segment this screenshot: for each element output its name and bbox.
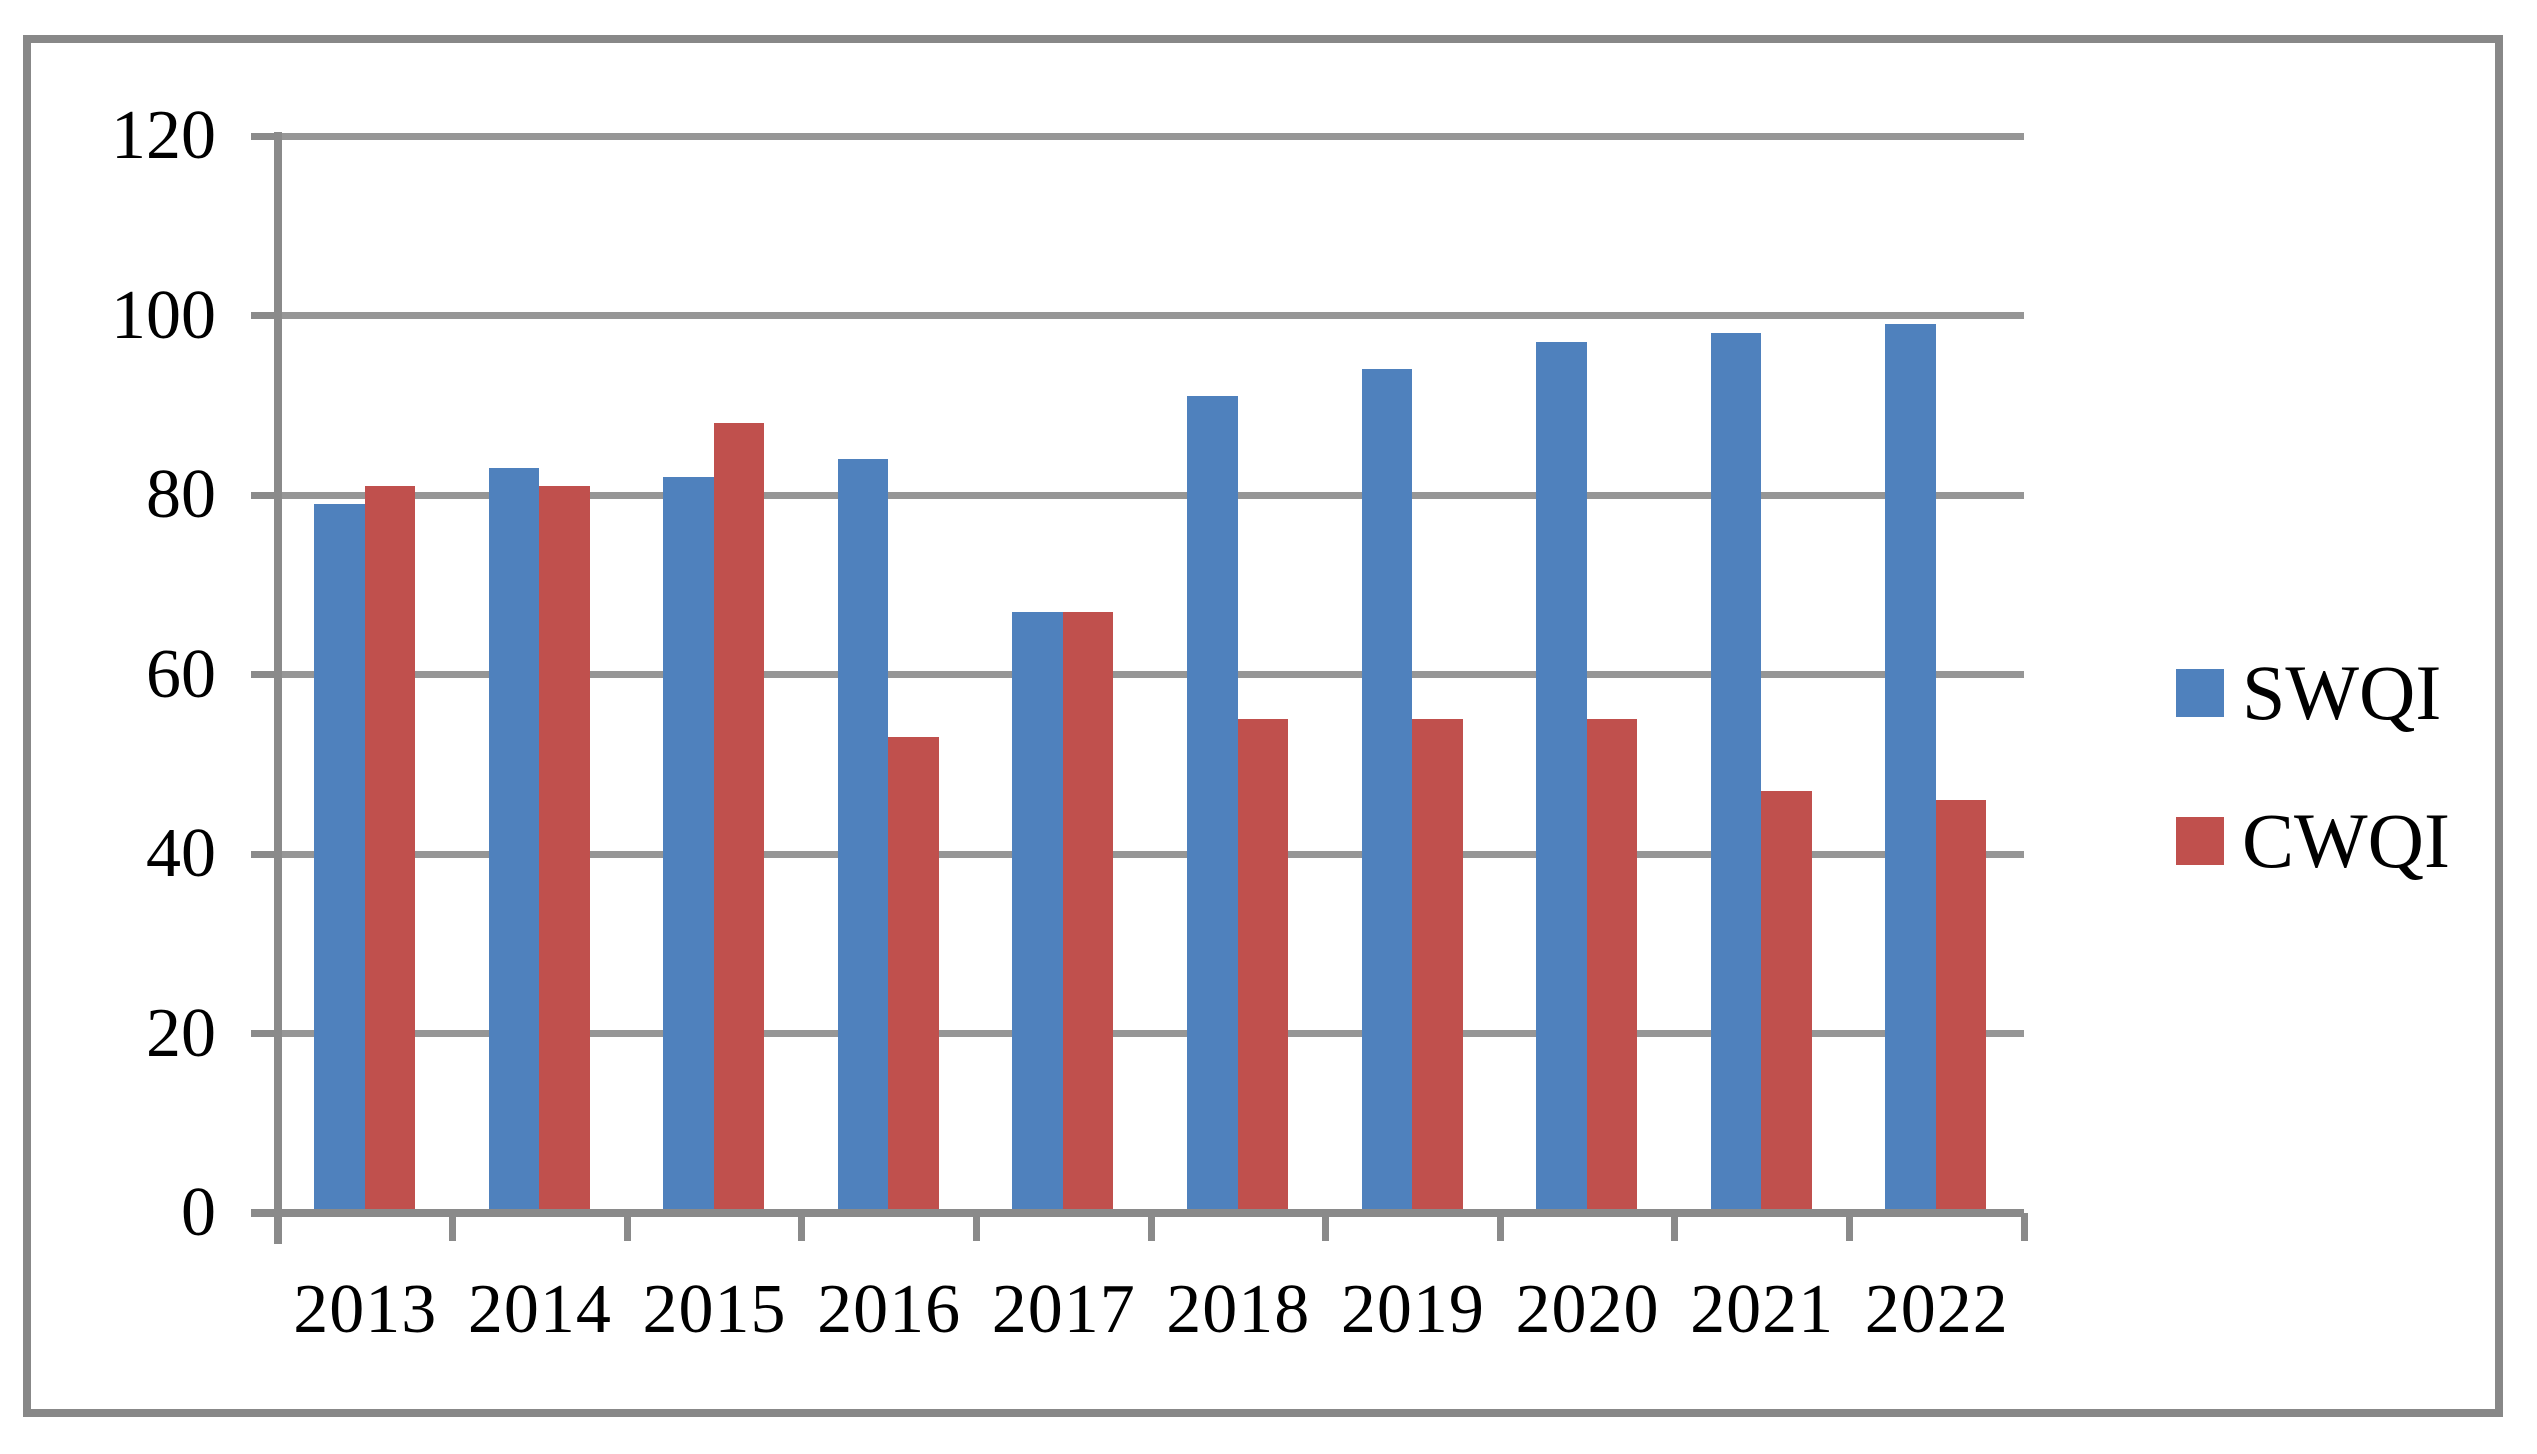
x-tick-0 [274, 1213, 282, 1241]
x-tick-label-2022: 2022 [1864, 1271, 2009, 1348]
y-tick-label-60: 60 [146, 635, 216, 713]
legend: SWQI CWQI [2176, 643, 2450, 939]
x-tick-1 [449, 1213, 457, 1241]
y-tick-0 [251, 1209, 279, 1217]
bar-swqi-2014 [488, 468, 540, 1213]
legend-item-swqi: SWQI [2176, 643, 2450, 743]
x-tick-label-2015: 2015 [642, 1271, 787, 1348]
x-tick-6 [1322, 1213, 1330, 1241]
cwqi-swatch-icon [2176, 817, 2224, 865]
bar-cwqi-2020 [1586, 719, 1638, 1213]
y-axis-labels: 0 20 40 60 80 100 120 [31, 43, 2495, 1409]
bar-swqi-2021 [1710, 333, 1762, 1213]
bar-swqi-2013 [314, 503, 365, 1213]
gridline-100 [278, 312, 2024, 319]
bar-cwqi-2016 [888, 737, 939, 1213]
y-tick-label-80: 80 [146, 456, 216, 533]
y-tick-60 [251, 671, 279, 678]
bar-cwqi-2014 [539, 486, 590, 1213]
x-tick-2 [623, 1213, 631, 1241]
x-tick-label-2020: 2020 [1515, 1271, 1660, 1348]
bar-cwqi-2018 [1237, 719, 1288, 1213]
y-tick-120 [251, 132, 279, 140]
y-axis-line [274, 132, 282, 1244]
x-tick-label-2021: 2021 [1690, 1271, 1835, 1348]
x-tick-9 [1845, 1213, 1853, 1241]
plot-layers: 0 20 40 60 80 100 120 2013 2014 2015 2016 2017 2018… [31, 43, 2495, 1409]
bar-swqi-2015 [663, 477, 714, 1213]
swqi-swatch-icon [2176, 669, 2224, 717]
x-tick-3 [798, 1213, 806, 1241]
x-axis-labels: 2013 2014 2015 2016 2017 2018 2019 2020 2021 2022 [31, 43, 2495, 1409]
bar-cwqi-2022 [1935, 800, 1987, 1213]
y-tick-label-40: 40 [146, 815, 216, 892]
bar-cwqi-2017 [1062, 611, 1114, 1213]
bar-swqi-2018 [1187, 396, 1238, 1213]
gridline-60 [278, 671, 2024, 678]
y-tick-label-20: 20 [146, 994, 216, 1072]
x-tick-label-2014: 2014 [467, 1271, 612, 1348]
bar-cwqi-2021 [1761, 791, 1812, 1213]
bar-swqi-2017 [1012, 611, 1063, 1213]
x-tick-label-2013: 2013 [293, 1271, 438, 1348]
bar-swqi-2019 [1361, 369, 1413, 1213]
x-tick-label-2019: 2019 [1340, 1271, 1485, 1348]
x-tick-label-2016: 2016 [817, 1271, 962, 1348]
x-axis-line [251, 1209, 2024, 1217]
y-tick-80 [251, 491, 279, 499]
bar-cwqi-2013 [364, 486, 415, 1213]
x-tick-10 [2020, 1213, 2028, 1241]
gridlines [31, 43, 2495, 1409]
y-tick-label-100: 100 [111, 276, 216, 354]
gridline-80 [278, 491, 2024, 499]
x-tick-8 [1671, 1213, 1679, 1241]
chart-figure: 0 20 40 60 80 100 120 2013 2014 2015 2016 2017 2018… [23, 35, 2503, 1417]
bar-cwqi-2015 [713, 423, 765, 1213]
y-tick-20 [251, 1030, 279, 1037]
legend-label-swqi: SWQI [2242, 649, 2442, 736]
bar-swqi-2020 [1536, 342, 1587, 1213]
x-tick-label-2017: 2017 [991, 1271, 1136, 1348]
legend-item-cwqi: CWQI [2176, 791, 2450, 891]
axes [31, 43, 2495, 1409]
bars-layer [31, 43, 2495, 1409]
gridline-120 [278, 132, 2024, 140]
gridline-20 [278, 1030, 2024, 1037]
x-tick-4 [972, 1213, 980, 1241]
gridline-40 [278, 850, 2024, 858]
x-tick-5 [1147, 1213, 1155, 1241]
y-tick-label-0: 0 [181, 1174, 216, 1251]
y-tick-label-120: 120 [111, 97, 216, 174]
bar-swqi-2022 [1885, 324, 1936, 1213]
legend-label-cwqi: CWQI [2242, 797, 2450, 884]
bar-cwqi-2019 [1412, 719, 1463, 1213]
x-tick-label-2018: 2018 [1166, 1271, 1311, 1348]
y-tick-40 [251, 850, 279, 858]
x-tick-7 [1496, 1213, 1504, 1241]
bar-swqi-2016 [837, 459, 889, 1213]
y-tick-100 [251, 312, 279, 319]
